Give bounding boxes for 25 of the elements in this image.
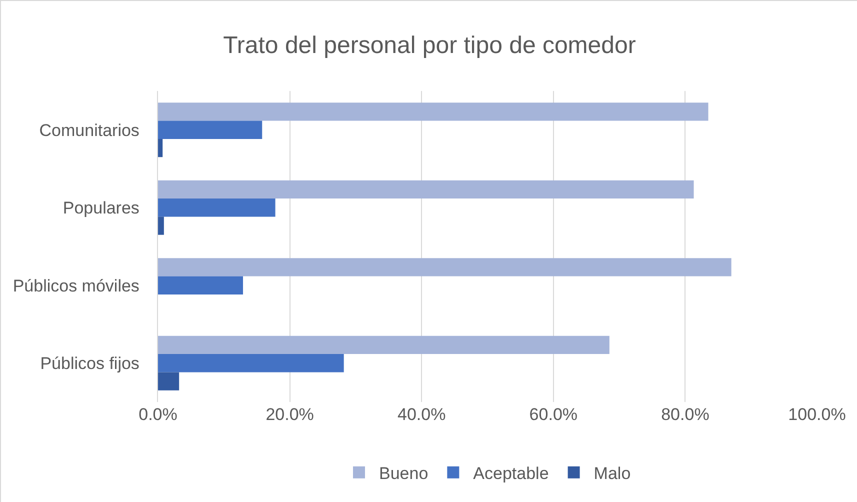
- legend-label: Malo: [594, 464, 631, 484]
- x-tick-label: 100.0%: [788, 405, 846, 424]
- chart-title: Trato del personal por tipo de comedor: [223, 32, 636, 59]
- bar: [158, 180, 694, 199]
- y-tick-label: Públicos móviles: [12, 276, 140, 296]
- y-tick-label: Públicos fijos: [40, 354, 140, 374]
- x-tick-label: 20.0%: [266, 405, 314, 424]
- y-tick-label: Comunitarios: [39, 120, 140, 140]
- bar: [158, 276, 244, 294]
- legend-label: Aceptable: [473, 464, 549, 484]
- bar: [158, 198, 276, 217]
- bar: [158, 216, 164, 235]
- bar: [158, 354, 344, 372]
- bar: [158, 120, 262, 139]
- x-tick-label: 0.0%: [138, 405, 178, 424]
- x-tick-label: 80.0%: [661, 405, 710, 424]
- bar: [158, 372, 180, 390]
- bar: [158, 138, 163, 158]
- bar: [158, 336, 610, 354]
- legend-label: Bueno: [379, 464, 428, 484]
- y-tick-label: Populares: [62, 198, 140, 218]
- bar: [158, 102, 708, 121]
- bar: [158, 258, 732, 276]
- x-tick-label: 40.0%: [398, 405, 446, 424]
- x-tick-label: 60.0%: [529, 405, 578, 424]
